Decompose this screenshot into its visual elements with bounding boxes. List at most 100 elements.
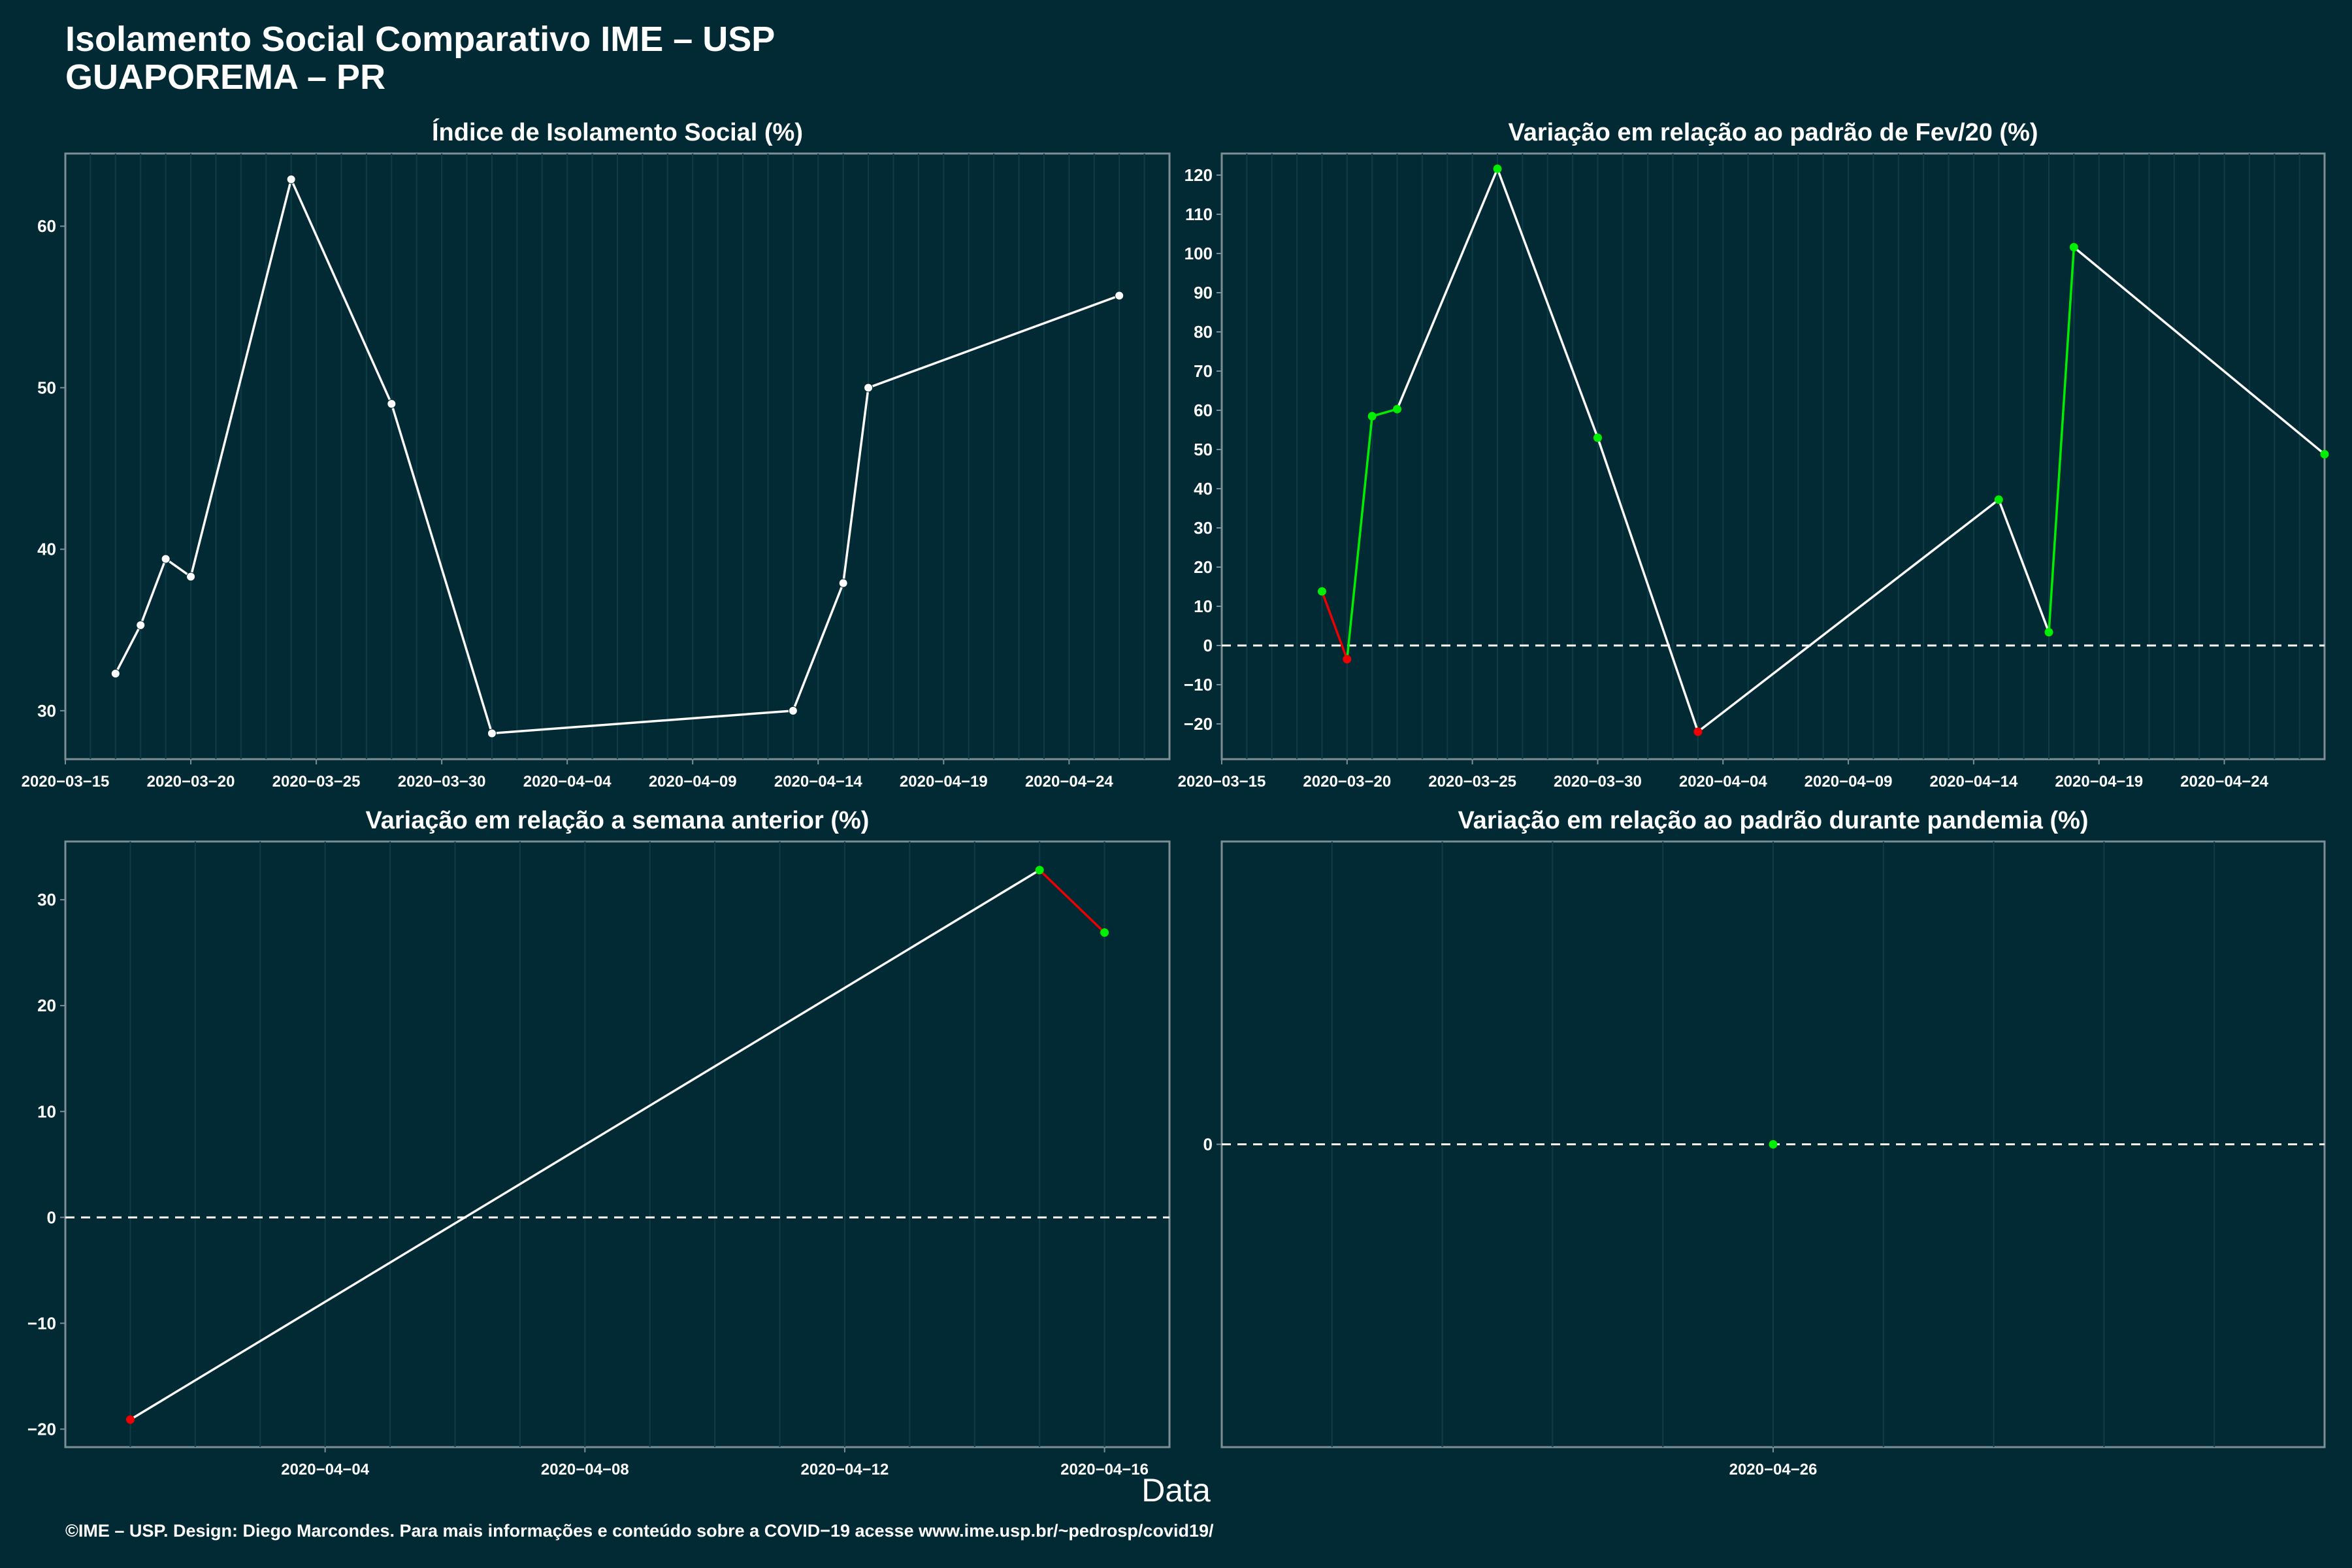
y-tick-label: 90 (1194, 283, 1213, 302)
data-point (1367, 412, 1377, 421)
page-title: Isolamento Social Comparativo IME – USP (65, 20, 776, 59)
y-tick-label: 10 (1194, 596, 1213, 616)
y-tick-label: 20 (37, 996, 56, 1015)
x-tick-label: 2020−04−08 (541, 1461, 629, 1478)
series-segment (1371, 408, 1398, 417)
x-tick-label: 2020−03−15 (1178, 773, 1266, 791)
series-segment (841, 387, 870, 583)
series-segment (1496, 168, 1599, 438)
series-segment (868, 294, 1120, 389)
x-tick-label: 2020−04−24 (2180, 773, 2268, 791)
page-subtitle: GUAPOREMA – PR (65, 57, 386, 97)
data-point (1994, 495, 2003, 504)
x-tick-label: 2020−04−19 (2055, 773, 2143, 791)
y-tick-label: 40 (37, 540, 56, 559)
x-tick-label: 2020−04−19 (900, 773, 988, 791)
x-tick-label: 2020−04−14 (1930, 773, 2018, 791)
y-tick-label: 0 (1203, 1135, 1213, 1154)
x-tick-label: 2020−04−09 (1805, 773, 1893, 791)
series-segment (290, 178, 393, 404)
panel-frame (64, 840, 1171, 1448)
series-segment (114, 625, 142, 674)
y-tick-label: 50 (37, 378, 56, 397)
x-tick-label: 2020−03−15 (22, 773, 110, 791)
y-tick-label: 0 (1203, 636, 1213, 655)
data-point (110, 668, 120, 678)
data-point (1115, 291, 1124, 301)
series-segment (1038, 869, 1105, 934)
x-tick-label: 2020−04−04 (523, 773, 612, 791)
data-point (788, 706, 798, 715)
series-segment (1346, 416, 1373, 660)
x-tick-label: 2020−04−16 (1060, 1461, 1149, 1478)
x-tick-label: 2020−03−30 (1554, 773, 1642, 791)
data-point (2044, 628, 2053, 637)
x-tick-label: 2020−03−20 (147, 773, 235, 791)
x-axis-label: Data (1141, 1472, 1211, 1509)
series-segment (165, 558, 192, 578)
data-point (487, 728, 497, 738)
y-tick-label: 110 (1185, 204, 1213, 224)
data-point (838, 578, 848, 588)
x-tick-label: 2020−03−25 (1428, 773, 1516, 791)
y-tick-label: −10 (1184, 675, 1213, 694)
y-tick-label: 30 (37, 890, 56, 909)
x-tick-label: 2020−04−04 (1679, 773, 1767, 791)
panel-title: Variação em relação a semana anterior (%… (366, 807, 870, 834)
data-point (161, 554, 171, 564)
y-tick-label: 60 (1194, 400, 1213, 420)
data-point (1343, 655, 1352, 664)
data-point (1693, 727, 1703, 736)
panel-title: Variação em relação ao padrão de Fev/20 … (1508, 119, 2038, 146)
data-point (864, 383, 874, 393)
data-point (136, 620, 146, 630)
y-tick-label: 0 (47, 1207, 56, 1227)
y-tick-label: 30 (1194, 518, 1213, 538)
data-point (1593, 433, 1602, 442)
data-point (125, 1415, 135, 1424)
series-segment (1396, 168, 1499, 410)
y-tick-label: −20 (27, 1419, 56, 1439)
data-point (2320, 449, 2329, 459)
chart-panel-2: Variação em relação ao padrão de Fev/20 … (1178, 119, 2329, 791)
panel-title: Índice de Isolamento Social (%) (432, 118, 803, 146)
x-tick-label: 2020−04−26 (1729, 1461, 1818, 1478)
data-point (1393, 404, 1402, 414)
y-tick-label: 40 (1194, 479, 1213, 498)
x-tick-label: 2020−03−20 (1303, 773, 1391, 791)
series-segment (129, 869, 1041, 1421)
chart-panel-1: Índice de Isolamento Social (%) 2020−03−1… (22, 118, 1171, 791)
footer-credits: ©IME – USP. Design: Diego Marcondes. Par… (65, 1521, 1214, 1541)
y-tick-label: 50 (1194, 440, 1213, 459)
y-tick-label: 70 (1194, 361, 1213, 381)
chart-panel-4: Variação em relação ao padrão durante pa… (1203, 807, 2326, 1478)
series-segment (1320, 591, 1348, 660)
data-point (186, 572, 196, 581)
x-tick-label: 2020−04−12 (801, 1461, 889, 1478)
data-point (1317, 587, 1326, 596)
series-segment (491, 710, 793, 735)
y-tick-label: 10 (37, 1102, 56, 1121)
data-point (387, 399, 397, 409)
series-segment (792, 582, 845, 711)
x-tick-label: 2020−04−09 (649, 773, 737, 791)
chart-panel-3: Variação em relação a semana anterior (%… (27, 807, 1171, 1478)
y-tick-label: 100 (1184, 244, 1213, 263)
y-tick-label: 120 (1184, 165, 1213, 185)
y-tick-label: 30 (37, 701, 56, 721)
y-tick-label: 60 (37, 216, 56, 236)
x-tick-label: 2020−03−30 (398, 773, 486, 791)
panel-title: Variação em relação ao padrão durante pa… (1458, 807, 2088, 834)
x-tick-label: 2020−03−25 (272, 773, 361, 791)
data-point (1769, 1140, 1778, 1149)
data-point (1493, 164, 1502, 173)
y-tick-label: −20 (1184, 714, 1213, 734)
y-tick-label: −10 (27, 1313, 56, 1333)
x-tick-label: 2020−04−24 (1025, 773, 1113, 791)
data-point (1035, 866, 1044, 875)
x-tick-label: 2020−04−14 (774, 773, 862, 791)
x-tick-label: 2020−04−04 (281, 1461, 369, 1478)
y-tick-label: 80 (1194, 322, 1213, 342)
data-point (1100, 928, 1109, 937)
series-segment (189, 179, 293, 578)
